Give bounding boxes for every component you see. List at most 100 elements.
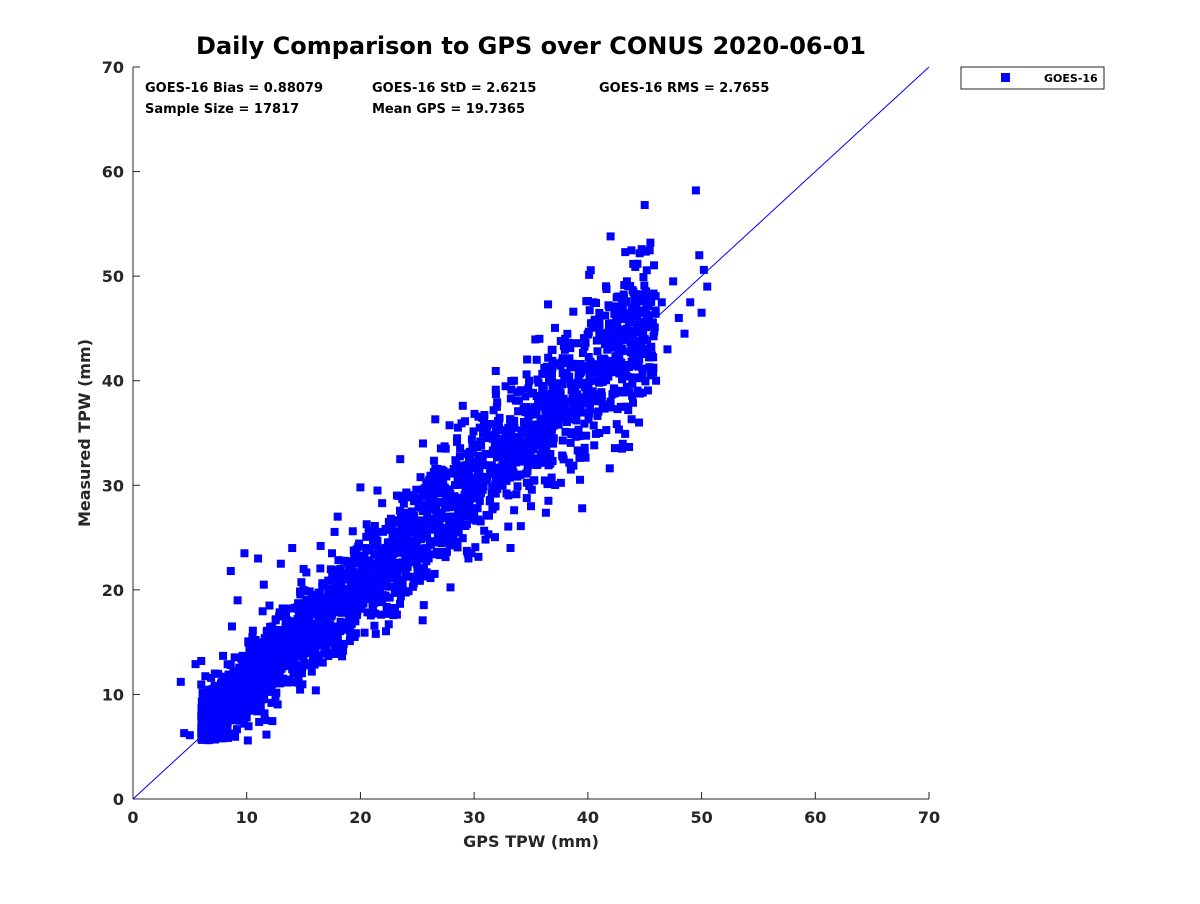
data-point — [368, 604, 377, 613]
data-point — [207, 723, 216, 732]
data-point — [368, 579, 377, 588]
data-point — [674, 313, 683, 322]
data-point — [420, 501, 429, 510]
data-point — [370, 550, 379, 559]
data-point — [566, 344, 575, 353]
data-point — [326, 565, 335, 574]
data-point — [197, 733, 206, 742]
data-point — [227, 622, 236, 631]
x-tick-label: 50 — [690, 808, 712, 827]
data-point — [229, 701, 238, 710]
data-point — [370, 521, 379, 530]
data-point — [558, 380, 567, 389]
data-point — [438, 536, 447, 545]
data-point — [351, 577, 360, 586]
data-point — [534, 454, 543, 463]
data-point — [641, 377, 650, 386]
data-point — [642, 266, 651, 275]
data-point — [248, 632, 257, 641]
data-point — [403, 562, 412, 571]
data-point — [415, 499, 424, 508]
data-point — [261, 716, 270, 725]
data-point — [481, 429, 490, 437]
data-point — [475, 465, 484, 474]
data-point — [251, 643, 260, 652]
data-point — [516, 386, 525, 395]
data-point — [282, 642, 291, 651]
data-point — [258, 695, 267, 704]
data-point — [469, 473, 478, 482]
data-point — [527, 422, 536, 431]
data-point — [327, 594, 336, 603]
data-point — [525, 482, 534, 491]
data-point — [555, 387, 564, 396]
data-point — [703, 282, 712, 291]
data-point — [236, 706, 245, 715]
data-point — [314, 651, 323, 660]
data-point — [547, 400, 556, 409]
data-point — [305, 587, 314, 596]
data-point — [546, 429, 555, 438]
data-point — [374, 589, 383, 598]
data-point — [501, 449, 510, 458]
data-point — [223, 673, 232, 682]
data-point — [538, 386, 547, 395]
data-point — [176, 677, 185, 686]
data-point — [600, 404, 609, 413]
data-point — [613, 405, 622, 414]
data-point — [493, 484, 502, 493]
data-point — [394, 584, 403, 593]
data-point — [612, 313, 621, 322]
data-point — [620, 297, 629, 306]
x-tick-label: 0 — [127, 808, 138, 827]
data-point — [657, 298, 666, 307]
data-point — [562, 397, 571, 406]
data-point — [569, 307, 578, 316]
data-point — [633, 259, 642, 268]
data-point — [613, 322, 622, 331]
data-point — [699, 265, 708, 274]
data-point — [441, 503, 450, 512]
data-point — [389, 559, 398, 568]
data-point — [256, 703, 265, 712]
data-point — [261, 671, 270, 680]
data-point — [413, 528, 422, 537]
data-point — [328, 600, 337, 609]
data-point — [282, 609, 291, 618]
data-point — [515, 457, 524, 466]
data-point — [474, 515, 483, 524]
data-point — [316, 564, 325, 573]
data-point — [347, 612, 356, 621]
data-point — [300, 625, 309, 634]
data-point — [400, 538, 409, 547]
data-point — [441, 444, 450, 453]
data-point — [581, 338, 590, 347]
data-point — [445, 468, 454, 477]
data-point — [523, 355, 532, 364]
data-point — [573, 378, 582, 387]
data-point — [450, 496, 459, 505]
data-point — [299, 606, 308, 615]
data-point — [622, 382, 631, 391]
data-point — [461, 485, 470, 494]
data-point — [438, 523, 447, 532]
data-point — [495, 463, 504, 472]
data-point — [487, 489, 496, 498]
data-point — [495, 413, 504, 422]
data-point — [640, 334, 649, 343]
x-tick-label: 40 — [577, 808, 599, 827]
data-point — [385, 609, 394, 618]
data-point — [350, 572, 359, 581]
data-point — [307, 599, 316, 608]
data-point — [390, 533, 399, 542]
data-point — [212, 732, 221, 741]
data-point — [619, 309, 628, 318]
y-tick-label: 20 — [102, 581, 124, 600]
data-point — [608, 368, 617, 377]
data-point — [328, 549, 336, 558]
data-point — [467, 549, 476, 558]
data-point — [431, 415, 440, 424]
data-point — [468, 442, 477, 451]
data-point — [476, 437, 485, 446]
data-point — [455, 452, 464, 461]
